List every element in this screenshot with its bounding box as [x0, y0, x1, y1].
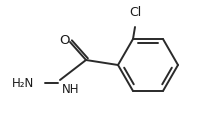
Text: Cl: Cl — [129, 6, 141, 19]
Text: O: O — [60, 34, 70, 47]
Text: H₂N: H₂N — [12, 77, 34, 90]
Text: NH: NH — [62, 83, 80, 96]
